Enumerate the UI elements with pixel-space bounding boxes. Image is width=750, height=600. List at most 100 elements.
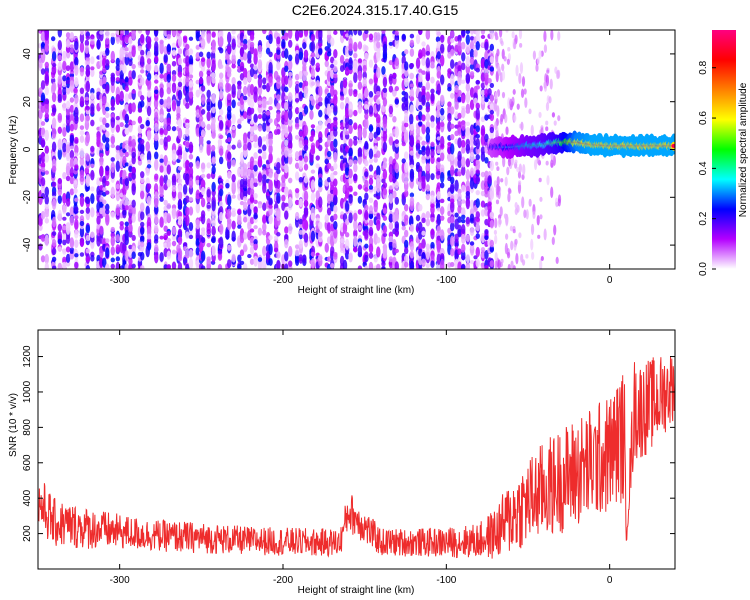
heatmap-cell — [69, 237, 75, 249]
heatmap-cell — [40, 255, 46, 263]
heatmap-cell — [475, 159, 480, 172]
heatmap-cell — [140, 77, 145, 86]
heatmap-cell — [276, 111, 281, 123]
heatmap-cell — [310, 257, 316, 269]
heatmap-cell — [85, 67, 91, 78]
heatmap-cell — [496, 166, 500, 172]
heatmap-cell — [200, 30, 206, 39]
heatmap-cell — [298, 91, 304, 99]
heatmap-cell — [507, 187, 511, 194]
heatmap-cell — [368, 78, 374, 85]
heatmap-cell — [105, 59, 110, 67]
heatmap-cell — [85, 153, 91, 162]
heatmap-cell — [242, 216, 248, 223]
heatmap-cell — [376, 90, 381, 95]
heatmap-cell — [545, 126, 549, 132]
heatmap-cell — [276, 195, 281, 204]
heatmap-cell — [253, 63, 258, 71]
heatmap-cell — [318, 255, 323, 261]
heatmap-cell — [166, 117, 171, 127]
heatmap-cell — [128, 144, 133, 153]
heatmap-cell — [368, 174, 374, 179]
heatmap-cell — [146, 183, 152, 190]
heatmap-cell — [253, 113, 258, 123]
heatmap-cell — [450, 143, 455, 155]
heatmap-cell — [382, 130, 388, 143]
heatmap-cell — [357, 70, 363, 82]
heatmap-cell — [276, 36, 281, 45]
heatmap-cell — [326, 256, 332, 262]
heatmap-cell — [177, 118, 183, 129]
heatmap-cell — [90, 56, 95, 65]
heatmap-cell — [376, 219, 381, 232]
heatmap-cell — [185, 49, 190, 58]
heatmap-cell — [226, 143, 232, 151]
heatmap-cell — [382, 43, 388, 55]
heatmap-cell — [457, 199, 462, 207]
heatmap-cell — [510, 260, 514, 269]
heatmap-cell — [211, 220, 216, 228]
heatmap-cell — [436, 121, 441, 130]
heatmap-cell — [454, 252, 459, 261]
heatmap-cell — [65, 114, 71, 127]
heatmap-cell — [57, 39, 63, 51]
heatmap-cell — [231, 53, 236, 65]
heatmap-cell — [475, 190, 480, 196]
heatmap-cell — [231, 253, 236, 263]
heatmap-cell — [310, 230, 316, 242]
heatmap-cell — [44, 186, 49, 197]
heatmap-cell — [237, 216, 242, 225]
heatmap-cell — [376, 113, 381, 124]
heatmap-cell — [74, 64, 79, 76]
heatmap-cell — [105, 190, 110, 195]
heatmap-cell — [211, 225, 216, 236]
heatmap-cell — [298, 239, 304, 249]
heatmap-cell — [430, 195, 435, 203]
heatmap-cell — [421, 140, 426, 147]
heatmap-cell — [128, 59, 133, 67]
heatmap-cell — [339, 238, 345, 244]
heatmap-cell — [418, 30, 423, 35]
heatmap-cell — [421, 70, 426, 75]
heatmap-cell — [555, 256, 559, 265]
heatmap-cell — [239, 116, 245, 122]
heatmap-cell — [333, 162, 338, 170]
heatmap-cell — [521, 76, 526, 87]
heatmap-cell — [326, 51, 332, 57]
heatmap-cell — [364, 87, 369, 98]
heatmap-cell — [74, 116, 79, 125]
heatmap-cell — [294, 73, 300, 81]
heatmap-cell — [262, 150, 267, 159]
heatmap-cell — [105, 263, 110, 269]
heatmap-cell — [211, 166, 216, 175]
heatmap-cell — [115, 115, 121, 121]
heatmap-cell — [382, 141, 388, 153]
heatmap-cell — [421, 150, 426, 156]
heatmap-cell — [505, 30, 509, 33]
heatmap-cell — [425, 105, 431, 113]
heatmap-cell — [159, 83, 164, 89]
heatmap-cell — [539, 196, 543, 202]
heatmap-cell — [333, 178, 338, 187]
heatmap-cell — [489, 126, 495, 134]
heatmap-cell — [65, 246, 71, 253]
heatmap-cell — [90, 119, 95, 127]
heatmap-cell — [242, 143, 248, 151]
heatmap-cell — [557, 115, 561, 122]
heatmap-cell — [281, 180, 286, 189]
heatmap-cell — [514, 159, 518, 165]
heatmap-cell — [436, 241, 441, 253]
heatmap-cell — [253, 178, 258, 184]
heatmap-cell — [195, 31, 201, 42]
heatmap-cell — [368, 197, 374, 204]
heatmap-cell — [344, 45, 350, 54]
heatmap-cell — [177, 35, 183, 48]
heatmap-cell — [69, 123, 75, 132]
heatmap-cell — [357, 104, 363, 114]
heatmap-cell — [450, 182, 455, 194]
heatmap-cell — [418, 171, 423, 183]
heatmap-cell — [74, 144, 79, 155]
heatmap-cell — [303, 155, 309, 163]
heatmap-cell — [253, 124, 258, 131]
heatmap-cell — [137, 30, 143, 34]
